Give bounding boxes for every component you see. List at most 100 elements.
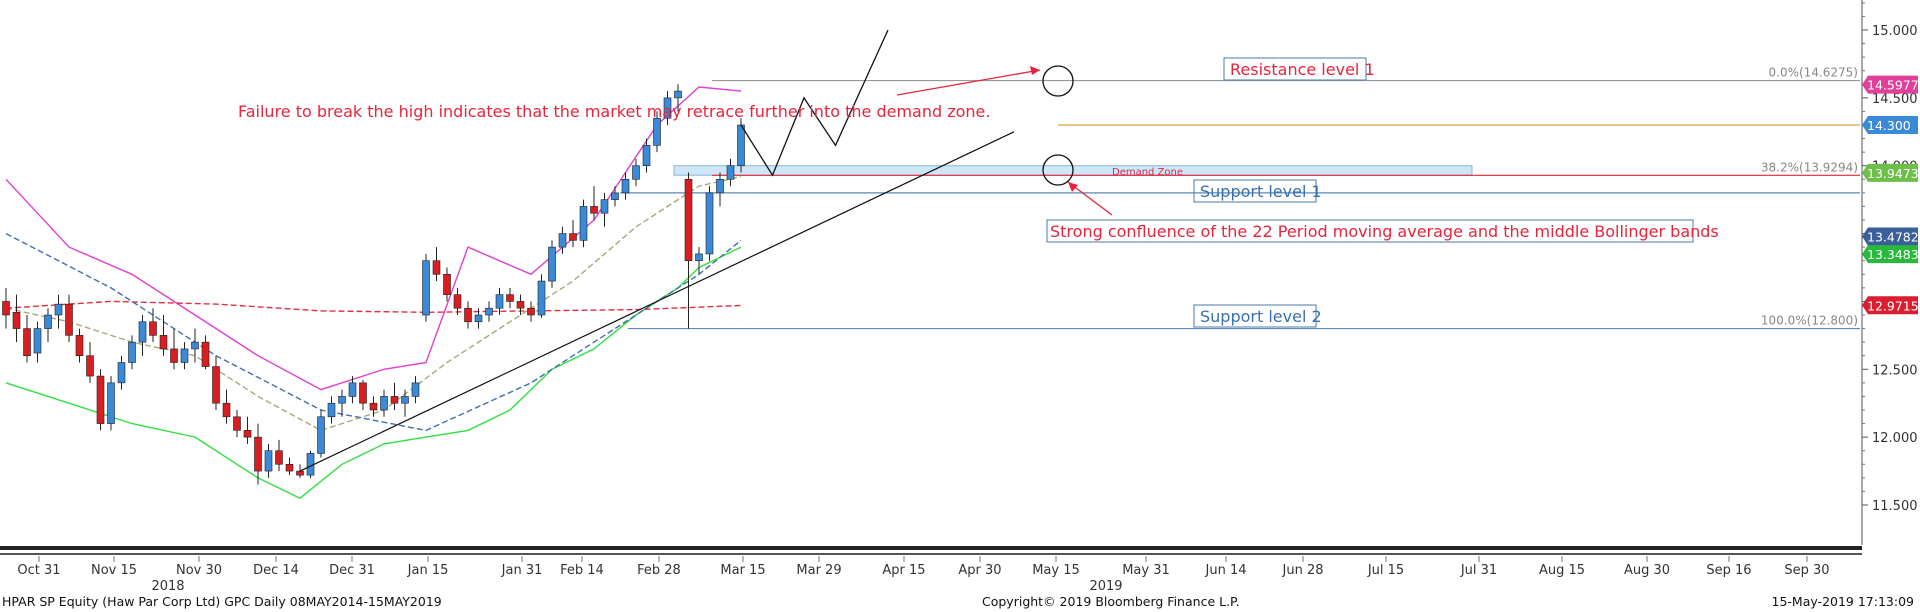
candle-body (96, 375, 105, 424)
support1-label: Support level 1 (1200, 182, 1322, 201)
candle-body (579, 206, 588, 241)
candle-body (149, 321, 157, 336)
candle-body (516, 301, 525, 309)
candle-body (254, 436, 262, 472)
candle-body (86, 355, 94, 377)
x-tick-label: May 31 (1122, 563, 1170, 578)
candle-body (684, 178, 693, 262)
x-tick-label: Apr 30 (958, 563, 1001, 578)
candle-body (632, 165, 640, 180)
y-tick-label: 14.500 (1872, 92, 1918, 107)
candle-body (695, 253, 703, 262)
x-tick-label: Feb 14 (560, 563, 604, 578)
candle-body (65, 303, 73, 336)
candle-body (264, 450, 273, 472)
price-tag (1862, 296, 1918, 315)
year-label: 2018 (151, 579, 184, 594)
x-tick-label: Sep 30 (1784, 563, 1829, 578)
support2-box (1193, 304, 1317, 328)
candle-body (138, 321, 147, 343)
resistance-box (1223, 57, 1367, 81)
candle-body (170, 348, 178, 363)
candle-body (54, 303, 63, 316)
confluence-label: Strong confluence of the 22 Period movin… (1050, 222, 1719, 241)
horizontal-levels: 0.0%(14.6275) 38.2%(13.9294) 100.0%(12.800… (620, 66, 1860, 330)
candle-body (453, 294, 462, 309)
candle-body (12, 311, 21, 329)
candle-body (674, 90, 682, 99)
candle-body (201, 341, 210, 367)
candle-body (548, 246, 556, 282)
resistance-label: Resistance level 1 (1230, 60, 1375, 79)
year-label: 2019 (1089, 579, 1122, 594)
candle-body (485, 307, 493, 316)
ma22-line (5, 175, 742, 432)
confluence-box (1046, 219, 1694, 243)
price-tag-label: 12.9715 (1867, 298, 1919, 313)
x-tick-label: Dec 14 (253, 563, 299, 578)
x-tick-label: Jan 15 (407, 563, 449, 578)
fib-label: 0.0%(14.6275) (1769, 66, 1858, 80)
x-tick-label: Nov 15 (91, 563, 137, 578)
candle-body (506, 294, 514, 302)
candle-body (527, 307, 535, 316)
candle-body (621, 178, 630, 194)
price-tag-label: 13.9473 (1867, 166, 1919, 181)
candle-body (285, 463, 294, 472)
price-tag-label: 13.4782 (1867, 230, 1919, 245)
price-tag (1862, 163, 1918, 182)
candle-body (411, 382, 420, 397)
y-tick-label: 12.000 (1872, 431, 1918, 446)
candle-body (443, 273, 451, 295)
arrow-line (896, 69, 1041, 96)
price-tag (1862, 75, 1918, 94)
candle-body (212, 366, 220, 404)
x-tick-label: Jun 28 (1282, 563, 1324, 578)
demand-zone-label: Demand Zone (1112, 167, 1183, 178)
candle-body (359, 382, 367, 404)
candle-body (495, 294, 504, 309)
candle-body (380, 396, 388, 411)
candle-body (537, 280, 546, 316)
candle-body (180, 348, 189, 363)
candle-body (75, 335, 84, 357)
candle-body (432, 260, 441, 275)
candle-body (222, 402, 231, 418)
support1-box (1193, 179, 1317, 203)
x-tick-label: Aug 15 (1539, 563, 1585, 578)
chart-grid (0, 546, 1862, 555)
arrowhead (1030, 66, 1040, 75)
price-tag-label: 13.3483 (1867, 247, 1919, 262)
candle-body (107, 382, 115, 424)
x-tick-label: Aug 30 (1624, 563, 1670, 578)
annotations: Failure to break the high indicates that… (238, 57, 1719, 328)
x-tick-label: Nov 30 (176, 563, 222, 578)
x-tick-label: Jun 14 (1205, 563, 1247, 578)
candle-body (369, 402, 378, 411)
candle-body (600, 199, 609, 214)
candle-body (716, 178, 724, 194)
y-tick-label: 15.000 (1872, 24, 1918, 39)
candle-body (474, 314, 483, 323)
sma-red-line (5, 300, 742, 314)
price-tag (1862, 245, 1918, 264)
projection-path (740, 29, 889, 177)
candle-body (464, 307, 472, 323)
candle-body (422, 260, 430, 316)
x-tick-label: Mar 29 (796, 563, 841, 578)
candle-body (390, 396, 399, 404)
candle-body (243, 430, 252, 438)
candle-body (663, 97, 672, 119)
candle-body (569, 233, 577, 241)
failure-annotation: Failure to break the high indicates that… (238, 102, 990, 121)
price-tag-label: 14.300 (1867, 118, 1911, 133)
x-tick-label: Sep 16 (1706, 563, 1751, 578)
footer-copyright: Copyright© 2019 Bloomberg Finance L.P. (982, 594, 1240, 609)
x-axis: Oct 31 Nov 15 Nov 30 Dec 14 Dec 31 Jan 15 Jan … (17, 556, 1830, 594)
candle-body (642, 145, 651, 167)
y-tick-label: 12.500 (1872, 363, 1918, 378)
candle-body (128, 341, 136, 363)
x-tick-label: Jul 15 (1367, 563, 1404, 578)
candles-layer (2, 84, 745, 485)
